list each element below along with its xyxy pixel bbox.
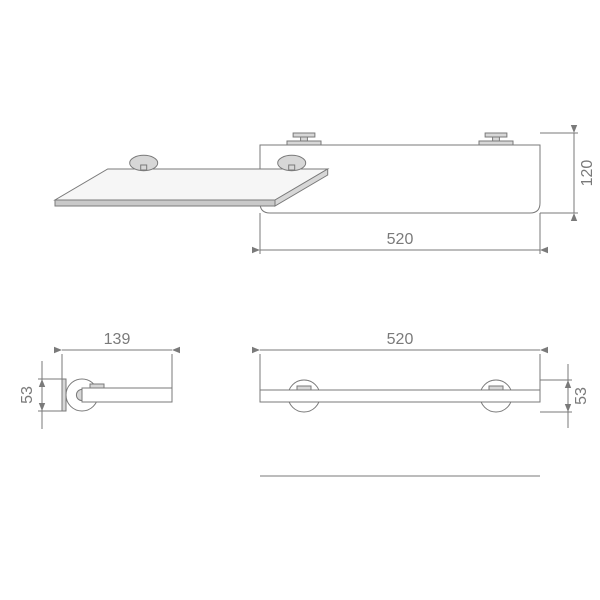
shelf-slab	[82, 388, 172, 402]
bracket-top	[293, 133, 315, 137]
dim-front-height	[540, 125, 578, 221]
dim-top-width-label: 520	[387, 331, 414, 348]
wall-plate	[62, 379, 66, 411]
shelf-slab	[260, 390, 540, 402]
mount-clip	[297, 386, 311, 390]
dim-front-width-label: 520	[387, 231, 414, 248]
dim-front-height-label: 120	[579, 160, 596, 187]
bracket-stem	[301, 137, 308, 141]
isometric-view	[55, 155, 328, 206]
iso-front	[55, 200, 275, 206]
top-view	[260, 380, 540, 412]
bracket-base	[287, 141, 321, 145]
clip	[90, 384, 104, 388]
dim-top-height-label: 53	[573, 387, 590, 405]
dim-side-width-label: 139	[104, 331, 131, 348]
bracket-stem	[493, 137, 500, 141]
iso-mount-arm	[141, 165, 147, 170]
iso-mount-arm	[289, 165, 295, 170]
side-view	[62, 379, 172, 411]
mount-clip	[489, 386, 503, 390]
dim-side-height	[38, 361, 62, 429]
technical-drawing: 520 120 520 53 139 53	[0, 0, 600, 600]
dim-top-height	[540, 364, 572, 428]
bracket-base	[479, 141, 513, 145]
dim-side-height-label: 53	[19, 386, 36, 404]
bracket-top	[485, 133, 507, 137]
